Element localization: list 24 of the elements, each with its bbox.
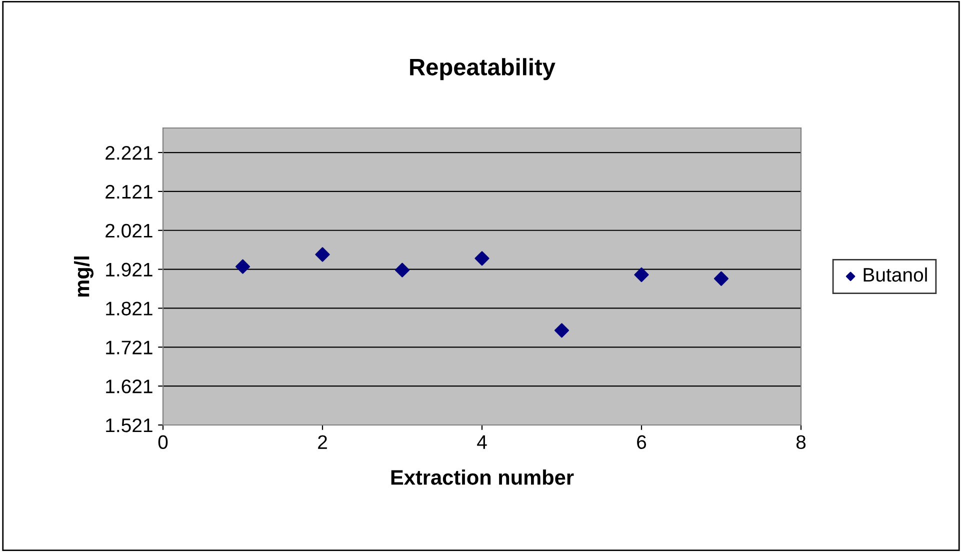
x-tick-label: 2 [318,435,327,449]
x-tick-label: 4 [477,435,487,449]
y-axis-title: mg/l [74,256,94,297]
y-tick-label: 1.821 [106,302,152,316]
y-tick-label: 1.721 [106,340,152,354]
y-tick-label: 1.521 [106,418,152,432]
x-tick-label: 0 [158,435,168,450]
legend-label: Butanol [864,267,927,282]
y-tick-label: 2.121 [106,184,152,198]
point [315,247,330,262]
point [235,259,250,274]
point [634,267,649,282]
point [714,271,729,286]
point [394,262,410,278]
y-tick-label: 1.621 [106,380,152,394]
x-tick-label: 8 [796,435,806,450]
chart-title: Repeatability [410,58,556,80]
x-axis-title: Extraction number [391,470,574,485]
y-tick-label: 2.221 [106,146,152,160]
point [554,323,570,338]
point [474,251,490,266]
y-tick-label: 2.021 [106,224,152,238]
x-tick-label: 6 [637,435,646,450]
y-tick-label: 1.921 [106,262,152,277]
